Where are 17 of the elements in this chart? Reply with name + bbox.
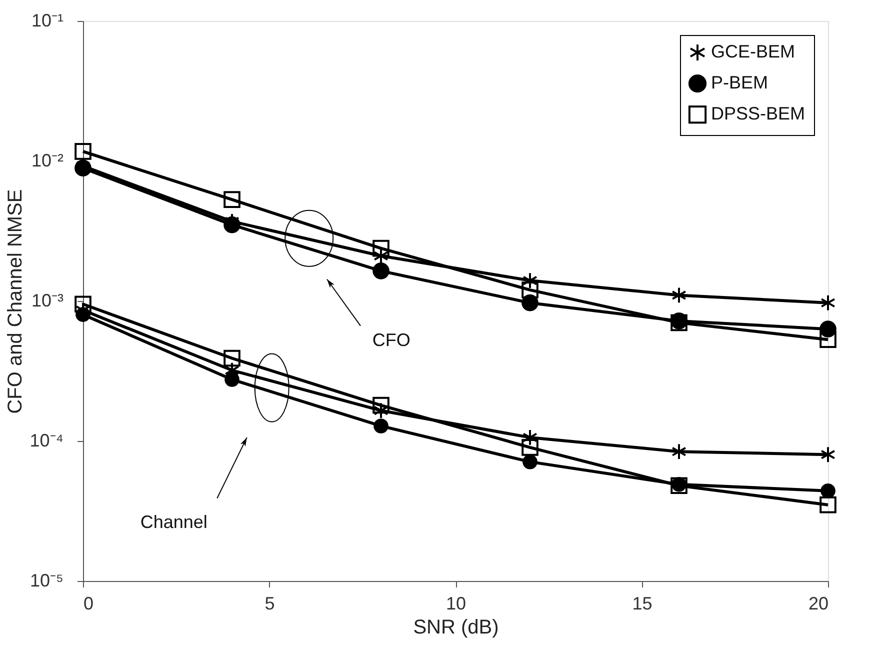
y-tick-label: 10⁻¹ bbox=[31, 10, 64, 30]
y-axis-title: CFO and Channel NMSE bbox=[4, 189, 27, 414]
x-tick-label: 15 bbox=[632, 594, 652, 614]
x-tick-label: 20 bbox=[808, 594, 828, 614]
legend-label: P-BEM bbox=[711, 72, 768, 92]
y-tick-label: 10⁻³ bbox=[31, 290, 64, 310]
x-axis-title: SNR (dB) bbox=[413, 616, 499, 638]
legend-label: DPSS-BEM bbox=[711, 104, 806, 124]
y-tick-label: 10⁻⁵ bbox=[30, 570, 64, 590]
y-tick-label: 10⁻² bbox=[31, 150, 64, 170]
annotation: CFO bbox=[372, 330, 410, 350]
x-tick-label: 5 bbox=[264, 594, 275, 614]
annotation: Channel bbox=[140, 512, 208, 532]
y-tick-label: 10⁻⁴ bbox=[30, 430, 64, 450]
legend-label: GCE-BEM bbox=[711, 42, 796, 62]
x-tick-label: 0 bbox=[84, 594, 94, 614]
x-tick-label: 10 bbox=[446, 594, 466, 614]
